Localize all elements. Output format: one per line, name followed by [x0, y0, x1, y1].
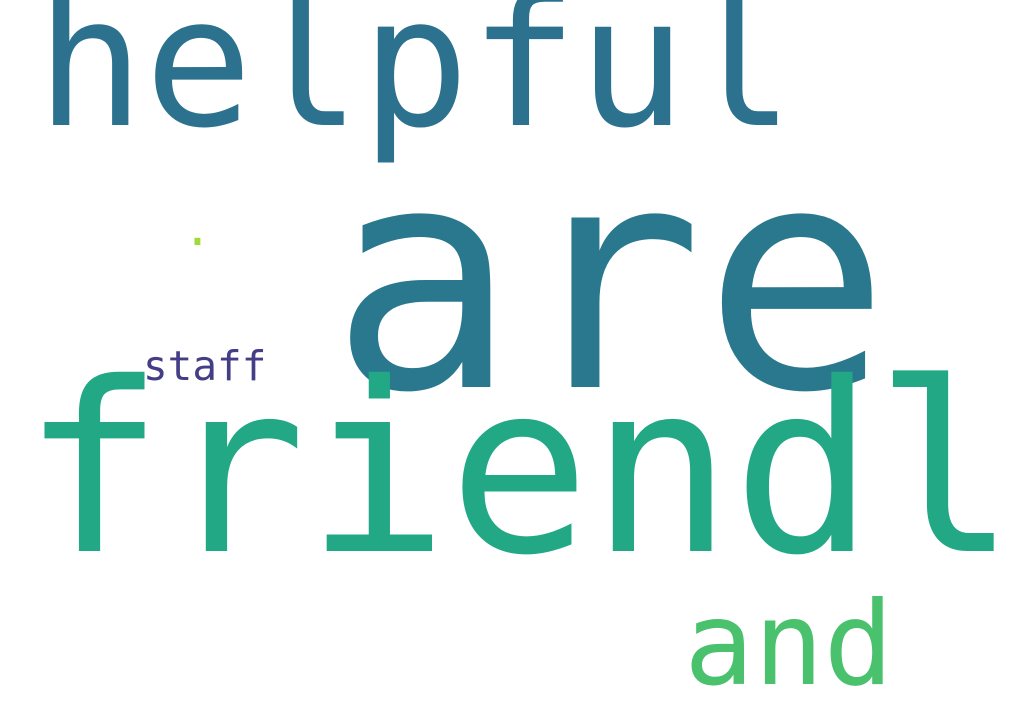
word-and: and — [684, 577, 894, 712]
word-friendly: friendly — [22, 332, 1024, 607]
word-helpful: helpful — [36, 0, 795, 168]
word-dot: . — [183, 201, 212, 257]
word-are: are — [330, 100, 890, 461]
word-staff: staff — [143, 342, 267, 390]
